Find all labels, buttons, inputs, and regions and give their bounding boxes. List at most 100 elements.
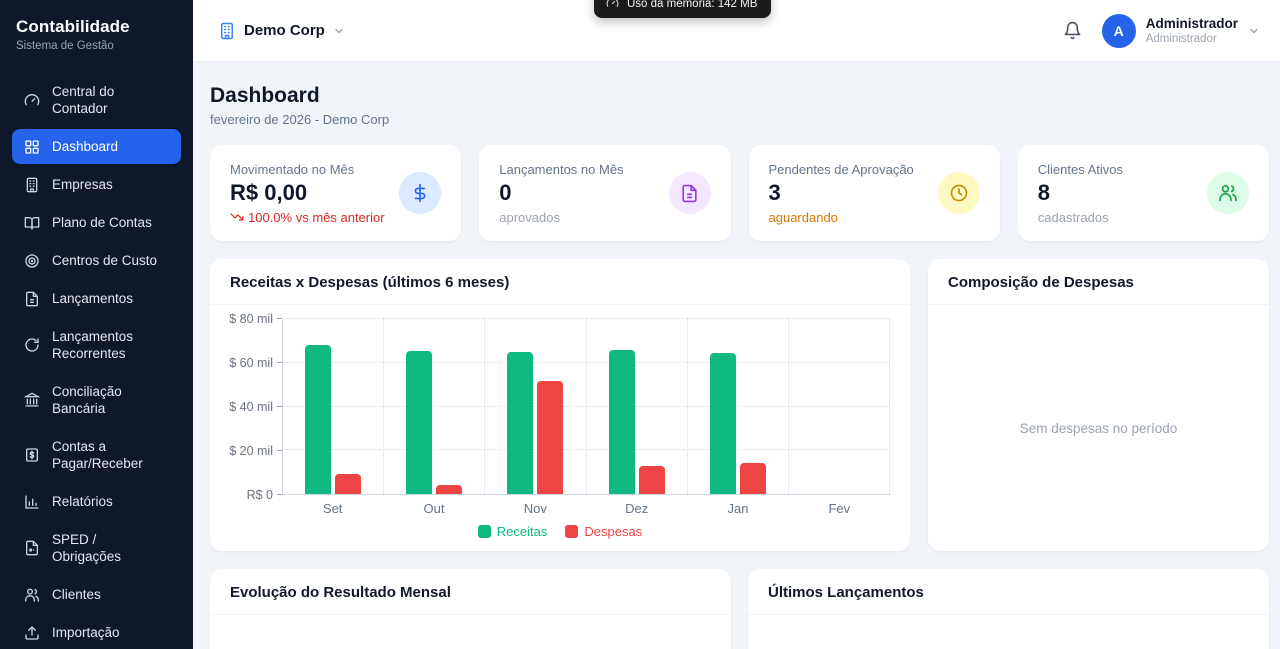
- sidebar-item-dashboard[interactable]: Dashboard: [12, 129, 181, 164]
- sidebar-item-label: Conciliação Bancária: [52, 384, 122, 416]
- despesas-bar: [739, 463, 766, 494]
- despesas-bar: [335, 474, 362, 494]
- sidebar-item-label: Lançamentos Recorrentes: [52, 329, 134, 361]
- y-tick-mark: [277, 362, 282, 363]
- recent-entries-body: [748, 615, 1269, 639]
- recent-entries-title: Últimos Lançamentos: [748, 569, 1269, 615]
- receitas-bar: [608, 349, 635, 494]
- y-tick-mark: [277, 406, 282, 407]
- bar-chart-plot: [282, 318, 891, 495]
- stat-cards-row: Movimentado no Mês R$ 0,00 100.0% vs mês…: [210, 145, 1269, 241]
- sidebar-item-relatorios[interactable]: Relatórios: [12, 484, 181, 519]
- company-selector[interactable]: Demo Corp: [218, 22, 345, 40]
- stat-value: 0: [499, 179, 512, 205]
- sidebar-item-label: Central do Contador: [52, 84, 115, 116]
- stat-label: Movimentado no Mês: [230, 161, 355, 177]
- app-logo: Contabilidade Sistema de Gestão: [0, 0, 193, 60]
- chevron-down-icon: [333, 25, 345, 37]
- bar-group-fev: [789, 319, 891, 494]
- stat-card-pendentes: Pendentes de Aprovação 3 aguardando: [748, 145, 1000, 241]
- legend-item-receitas[interactable]: Receitas: [477, 524, 547, 539]
- gridline: [283, 318, 890, 319]
- sidebar-item-label: Importação: [52, 625, 120, 640]
- stat-texts: Movimentado no Mês R$ 0,00 100.0% vs mês…: [230, 162, 385, 225]
- page-title: Dashboard: [210, 84, 320, 107]
- recent-entries-card: Últimos Lançamentos: [748, 569, 1269, 649]
- line-chart-title: Evolução do Resultado Mensal: [210, 569, 731, 615]
- bar-chart-y-axis: R$ 0 $ 20 mil $ 40 mil $ 60 mil $ 80 mil: [229, 312, 282, 502]
- despesas-bar: [436, 485, 463, 494]
- stat-value: 8: [1037, 179, 1050, 205]
- empty-state-text: Sem despesas no período: [1019, 420, 1178, 436]
- bank-icon: [24, 392, 40, 408]
- receitas-bar: [305, 345, 332, 494]
- refresh-icon: [24, 337, 40, 353]
- receitas-bar: [406, 350, 433, 494]
- y-tick-label: $ 40 mil: [229, 400, 273, 414]
- stat-label: Pendentes de Aprovação: [768, 161, 914, 177]
- stat-label: Lançamentos no Mês: [499, 161, 624, 177]
- sidebar-item-lancamentos-recorrentes[interactable]: Lançamentos Recorrentes: [12, 319, 181, 371]
- y-tick-mark: [277, 450, 282, 451]
- stat-sub: aguardando: [768, 209, 838, 225]
- sidebar-item-empresas[interactable]: Empresas: [12, 167, 181, 202]
- dollar-icon: [399, 172, 442, 214]
- sidebar-item-conciliacao-bancaria[interactable]: Conciliação Bancária: [12, 374, 181, 426]
- sidebar-item-contas-a-pagar-receber[interactable]: Contas a Pagar/Receber: [12, 429, 181, 481]
- dashboard-grid-icon: [24, 139, 40, 155]
- chevron-down-icon: [1248, 25, 1260, 37]
- stat-value: 3: [768, 179, 781, 205]
- stat-value: R$ 0,00: [230, 179, 308, 205]
- stat-card-clientes: Clientes Ativos 8 cadastrados: [1017, 145, 1269, 241]
- notifications-bell-icon[interactable]: [1059, 17, 1086, 44]
- file-text-icon: [24, 291, 40, 307]
- sidebar-item-plano-de-contas[interactable]: Plano de Contas: [12, 205, 181, 240]
- stat-label: Clientes Ativos: [1037, 161, 1124, 177]
- sidebar-item-centros-de-custo[interactable]: Centros de Custo: [12, 243, 181, 278]
- bar-group-nov: [485, 319, 587, 494]
- app-title: Contabilidade: [16, 17, 130, 36]
- stat-trend: 100.0% vs mês anterior: [230, 210, 385, 225]
- y-tick-label: $ 60 mil: [229, 356, 273, 370]
- despesas-bar: [537, 381, 564, 494]
- x-tick-label: Jan: [727, 501, 749, 516]
- sidebar-item-sped-obrigacoes[interactable]: SPED / Obrigações: [12, 522, 181, 574]
- receitas-bar: [709, 352, 736, 494]
- sidebar-item-lancamentos[interactable]: Lançamentos: [12, 281, 181, 316]
- sidebar-item-label: Clientes: [52, 587, 101, 602]
- user-info: Administrador Administrador: [1146, 16, 1238, 46]
- x-tick-label: Fev: [828, 501, 851, 516]
- sidebar-item-label: Empresas: [52, 177, 113, 192]
- charts-row: Receitas x Despesas (últimos 6 meses) R$…: [210, 259, 1269, 551]
- upload-icon: [24, 625, 40, 641]
- user-name: Administrador: [1145, 15, 1238, 31]
- pie-chart-card: Composição de Despesas Sem despesas no p…: [928, 259, 1269, 551]
- stat-texts: Pendentes de Aprovação 3 aguardando: [769, 162, 914, 225]
- pie-chart-title: Composição de Despesas: [928, 259, 1269, 305]
- clock-icon: [937, 172, 980, 214]
- sidebar-item-clientes[interactable]: Clientes: [12, 577, 181, 612]
- receitas-bar: [507, 351, 534, 494]
- bar-chart-x-axis: Set Out Nov Dez Jan Fev: [282, 495, 890, 516]
- legend-swatch: [565, 525, 579, 538]
- target-icon: [24, 253, 40, 269]
- invoice-dollar-icon: [24, 447, 40, 463]
- y-tick-label: $ 20 mil: [229, 444, 273, 458]
- building-icon: [24, 177, 40, 193]
- sidebar-item-importacao[interactable]: Importação: [12, 615, 181, 649]
- x-tick-label: Dez: [625, 501, 649, 516]
- user-menu[interactable]: A Administrador Administrador: [1101, 13, 1260, 48]
- x-tick-label: Set: [322, 501, 343, 516]
- user-role: Administrador: [1145, 32, 1217, 45]
- sidebar-item-label: Plano de Contas: [52, 215, 152, 230]
- users-icon: [1207, 172, 1249, 214]
- x-tick-label: Out: [423, 501, 445, 516]
- sidebar-item-central-do-contador[interactable]: Central do Contador: [12, 74, 181, 126]
- legend-swatch: [477, 525, 491, 538]
- legend-label: Despesas: [584, 524, 643, 539]
- bar-chart-title: Receitas x Despesas (últimos 6 meses): [210, 259, 910, 305]
- legend-item-despesas[interactable]: Despesas: [565, 524, 642, 539]
- despesas-bar: [638, 465, 665, 494]
- line-chart-body: [210, 615, 731, 639]
- bar-group-out: [384, 319, 486, 494]
